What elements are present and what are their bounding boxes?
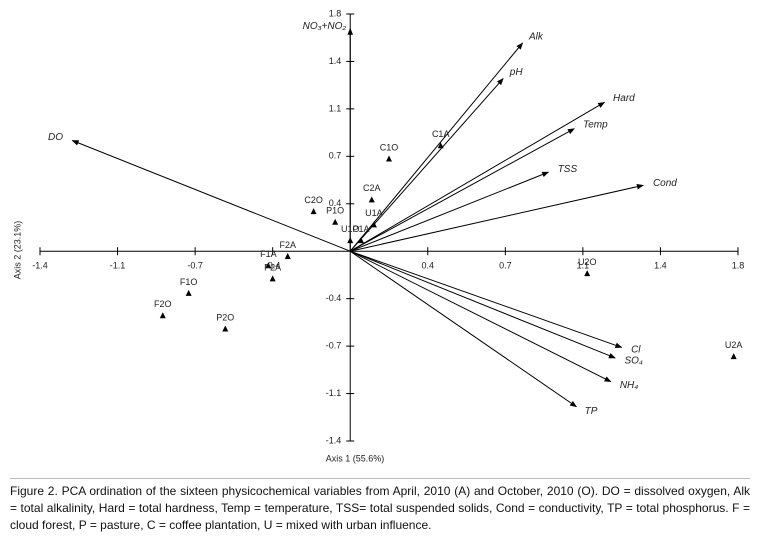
vector-label: Temp [583, 119, 608, 130]
site-marker [386, 155, 392, 162]
vector-label: pH [509, 67, 524, 78]
vector-label: NH₄ [620, 380, 638, 391]
site-label: P2O [216, 312, 234, 322]
x-tick-label: 1.8 [732, 261, 745, 271]
site-label: P2A [264, 262, 281, 272]
y-tick-label: -1.4 [326, 435, 342, 445]
vector-arrow [350, 183, 644, 252]
vector-arrow [349, 101, 606, 252]
y-tick-label: 1.1 [329, 103, 342, 113]
site-label: F2A [279, 240, 296, 250]
x-tick-label: 1.4 [654, 261, 667, 271]
site-marker [730, 353, 737, 360]
y-tick-label: -1.1 [326, 388, 342, 398]
site-marker [222, 325, 229, 332]
vector-arrow [349, 128, 575, 252]
vector-arrow [349, 250, 578, 408]
x-tick-label: 1.1 [577, 261, 590, 271]
site-label: F1O [180, 277, 198, 287]
y-tick-label: 1.8 [329, 8, 342, 18]
site-label: P1A [352, 224, 369, 234]
vector-label: TSS [558, 164, 578, 175]
site-label: C2O [304, 195, 323, 205]
y-tick-label: 1.4 [329, 56, 342, 66]
y-tick-label: -0.4 [326, 293, 342, 303]
site-label: U1O [341, 224, 360, 234]
y-tick-label: 0.7 [329, 151, 342, 161]
site-marker [368, 196, 375, 203]
chart: Axis 1 (55.6%) Axis 2 (23.1%) -1.4 -1.1 -0… [12, 8, 745, 463]
site-marker [265, 262, 272, 269]
site-marker [584, 270, 591, 277]
x-tick-label: -0.4 [265, 261, 281, 271]
site-label: U2O [578, 257, 597, 267]
vector-label: SO₄ [624, 356, 642, 367]
vector-arrow [350, 171, 550, 252]
vector-label: Cond [653, 178, 677, 189]
x-tick-label: 0.4 [422, 261, 435, 271]
site-label: F1A [260, 249, 277, 259]
y-tick-label: 0.4 [329, 198, 342, 208]
vector-arrow [71, 140, 351, 252]
vector-arrow [350, 250, 616, 359]
site-label: C2A [363, 183, 381, 193]
x-tick-label: -1.4 [32, 261, 48, 271]
x-tick-label: -1.1 [110, 261, 126, 271]
site-marker [370, 221, 377, 228]
site-marker [347, 237, 354, 244]
site-marker [185, 289, 192, 296]
vector-label: NO₃+NO₂ [303, 21, 347, 32]
vector-label: Alk [528, 31, 544, 42]
site-marker [159, 312, 166, 319]
vector-arrow [349, 250, 612, 383]
site-label: C1A [432, 129, 450, 139]
site-marker [437, 142, 444, 149]
site-label: P1O [326, 206, 344, 216]
vector-label: DO [48, 132, 63, 143]
x-axis-title: Axis 1 (55.6%) [326, 453, 385, 463]
site-label: U2A [725, 340, 743, 350]
vector-arrow [349, 42, 524, 252]
site-label: U1A [365, 208, 383, 218]
site-marker [284, 252, 291, 259]
vector-label: Cl [631, 345, 641, 356]
vector-arrow [350, 250, 623, 348]
x-tick-label: 0.7 [499, 261, 512, 271]
vector-arrow [349, 78, 504, 252]
site-label: F2O [154, 299, 172, 309]
site-marker [357, 237, 364, 244]
x-tick-label: -0.7 [187, 261, 203, 271]
vector-label: Hard [613, 93, 635, 104]
vector-label: TP [585, 406, 598, 417]
y-axis-title: Axis 2 (23.1%) [12, 221, 22, 280]
site-marker [310, 208, 317, 215]
site-marker [269, 275, 276, 282]
caption: Figure 2. PCA ordination of the sixteen … [10, 478, 750, 534]
y-tick-label: -0.7 [326, 340, 342, 350]
site-marker [332, 218, 339, 225]
site-label: C1O [380, 142, 399, 152]
